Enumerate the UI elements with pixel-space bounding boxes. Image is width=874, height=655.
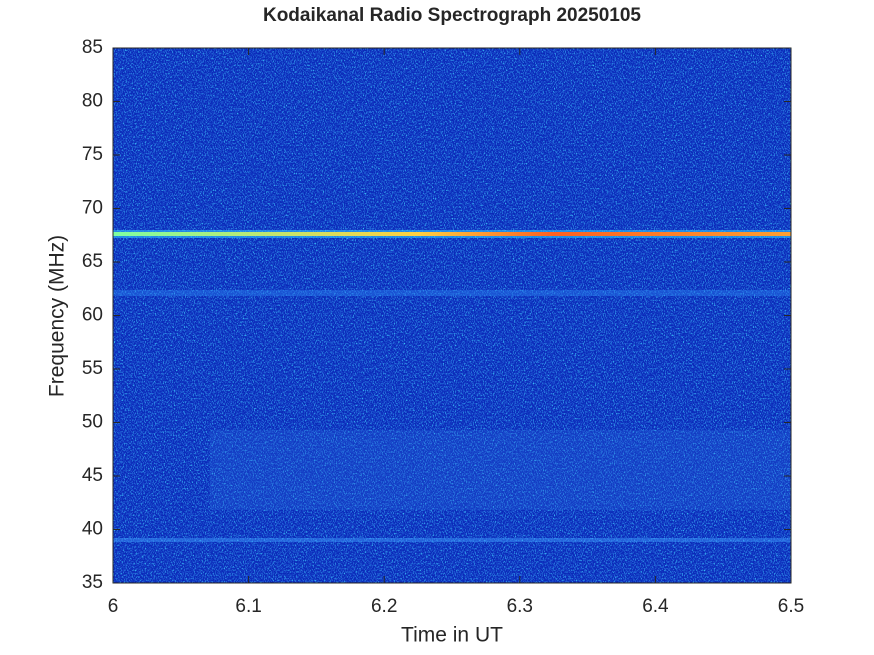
emission-band	[113, 290, 791, 296]
y-tick-label: 50	[82, 412, 103, 433]
y-tick-label: 35	[82, 572, 103, 593]
x-tick-label: 6.4	[642, 596, 669, 617]
y-tick-label: 85	[82, 37, 103, 58]
x-tick-label: 6.1	[235, 596, 261, 617]
chart-title: Kodaikanal Radio Spectrograph 20250105	[263, 5, 641, 26]
emission-line	[113, 232, 791, 236]
x-tick-label: 6.3	[507, 596, 533, 617]
spectrogram-image	[113, 48, 791, 583]
x-tick-label: 6.5	[778, 596, 804, 617]
y-tick-label: 65	[82, 251, 103, 272]
emission-band	[113, 538, 791, 542]
y-tick-label: 75	[82, 144, 103, 165]
noise-texture	[113, 48, 791, 583]
y-tick-label: 80	[82, 91, 103, 112]
y-tick-label: 70	[82, 198, 103, 219]
y-tick-label: 60	[82, 305, 103, 326]
y-tick-label: 45	[82, 465, 103, 486]
y-axis-label: Frequency (MHz)	[46, 235, 69, 397]
axes: 6 6.1 6.2 6.3 6.4 6.5 35 40 45 50 55 60 65 70 75 80 85	[82, 37, 804, 617]
emission-haze	[210, 430, 791, 510]
y-tick-label: 55	[82, 358, 103, 379]
x-tick-label: 6.2	[371, 596, 397, 617]
x-tick-label: 6	[108, 596, 119, 617]
y-tick-label: 40	[82, 519, 103, 540]
x-axis-label: Time in UT	[401, 624, 503, 647]
